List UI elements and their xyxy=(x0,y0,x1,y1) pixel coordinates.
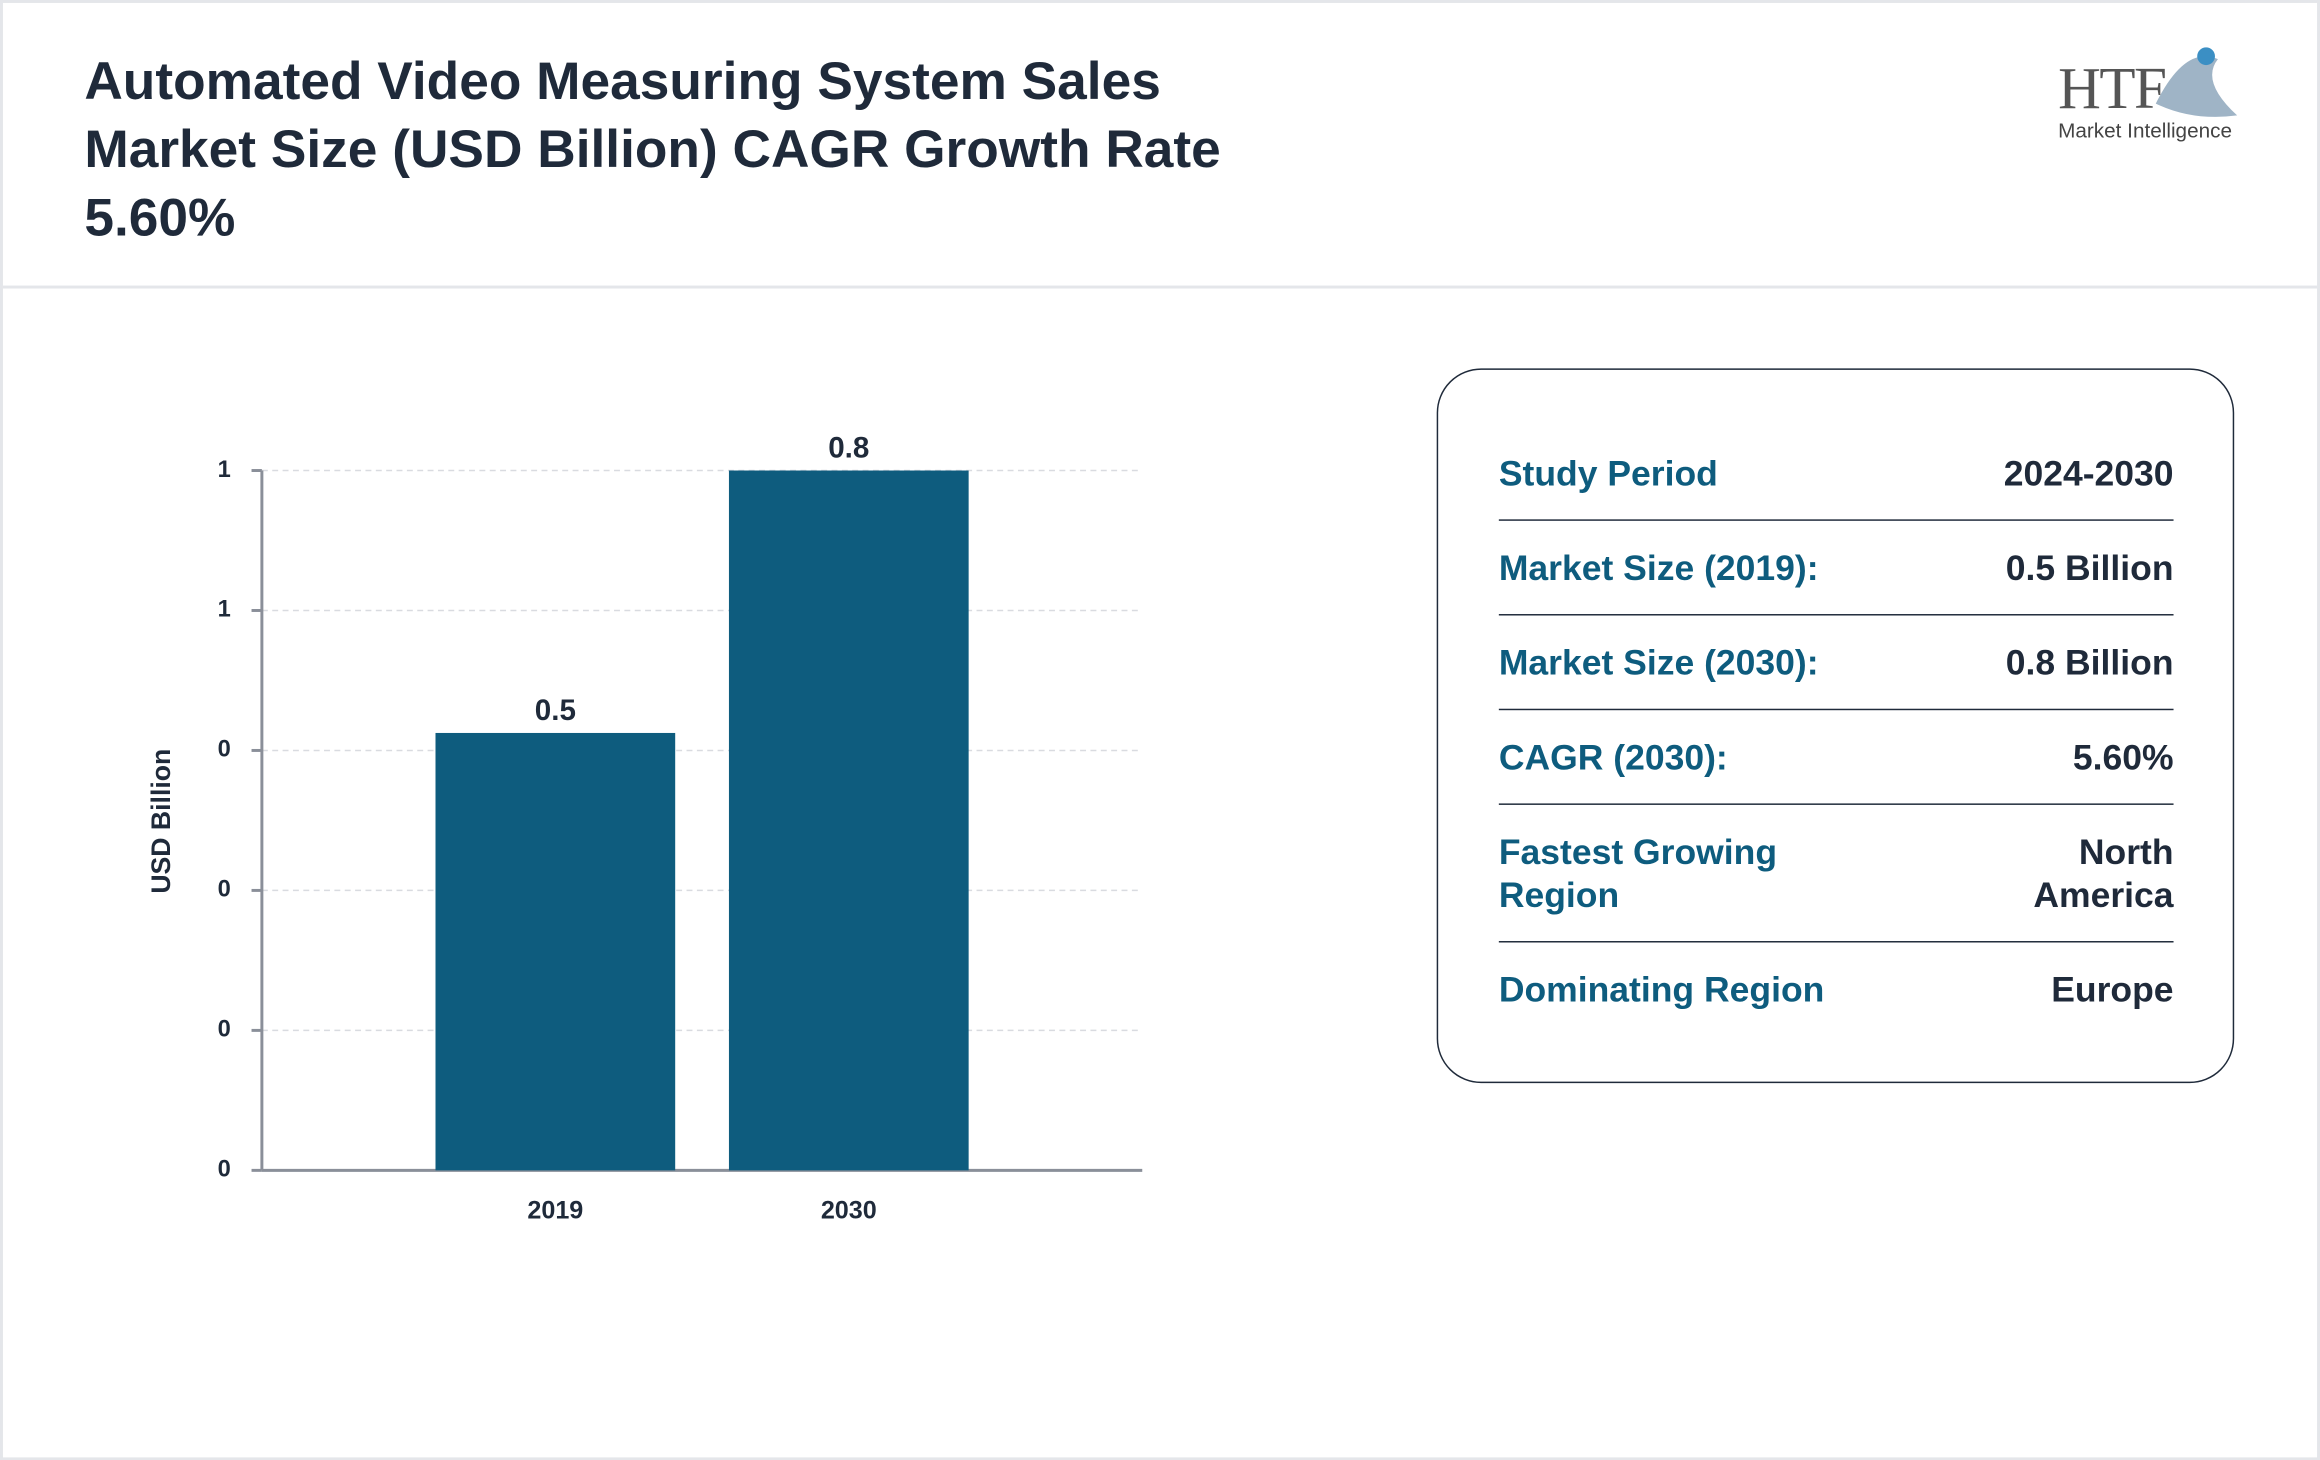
logo-mark xyxy=(2155,47,2238,117)
summary-card: Study Period 2024-2030 Market Size (2019):… xyxy=(1436,368,2235,1084)
summary-row: Market Size (2030): 0.8 Billion xyxy=(1498,616,2174,711)
x-tick-label: 2019 xyxy=(527,1196,583,1224)
summary-value: 5.60% xyxy=(2072,738,2174,779)
summary-label: Dominating Region xyxy=(1498,970,1825,1011)
header: Automated Video Measuring System Sales M… xyxy=(2,3,2318,289)
summary-label: Study Period xyxy=(1498,454,1718,495)
summary-value: Europe xyxy=(2051,970,2174,1011)
summary-label: Market Size (2030): xyxy=(1498,643,1819,684)
x-tick-label: 2030 xyxy=(821,1196,877,1224)
bar xyxy=(435,732,676,1171)
summary-row: Study Period 2024-2030 xyxy=(1498,429,2174,521)
summary-label: CAGR (2030): xyxy=(1498,738,1728,779)
y-tick-label: 0 xyxy=(218,1157,231,1183)
summary-value: 2024-2030 xyxy=(2003,454,2174,495)
summary-row: Dominating Region Europe xyxy=(1499,943,2174,1036)
data-label: 0.8 xyxy=(828,432,869,465)
bar xyxy=(728,470,969,1171)
data-label: 0.5 xyxy=(535,694,576,727)
y-tick-label: 1 xyxy=(218,457,231,483)
summary-row: Market Size (2019): 0.5 Billion xyxy=(1498,521,2174,616)
y-axis-label: USD Billion xyxy=(146,749,176,894)
summary-row: CAGR (2030): 5.60% xyxy=(1498,710,2174,805)
summary-row: Fastest Growing Region North America xyxy=(1498,805,2174,943)
summary-label: Fastest Growing Region xyxy=(1498,833,1778,916)
logo-brand: HTF xyxy=(2058,54,2167,122)
y-tick-label: 0 xyxy=(218,877,231,903)
logo: HTF Market Intelligence xyxy=(2052,44,2244,148)
logo-swoosh xyxy=(2155,56,2238,117)
y-tick-label: 1 xyxy=(218,597,231,623)
logo-dot xyxy=(2197,47,2215,66)
logo-tagline: Market Intelligence xyxy=(2058,118,2232,143)
summary-value: 0.5 Billion xyxy=(2005,548,2174,589)
summary-label: Market Size (2019): xyxy=(1498,548,1819,589)
summary-value: North America xyxy=(2033,833,2174,916)
y-tick-label: 0 xyxy=(218,1017,231,1043)
title: Automated Video Measuring System Sales M… xyxy=(84,50,1221,248)
y-tick-label: 0 xyxy=(218,737,231,763)
chart: USD Billion 0 0 0 0 1 1 2019 0.5 2030 0.8 xyxy=(146,432,1143,1224)
summary-value: 0.8 Billion xyxy=(2005,643,2174,684)
